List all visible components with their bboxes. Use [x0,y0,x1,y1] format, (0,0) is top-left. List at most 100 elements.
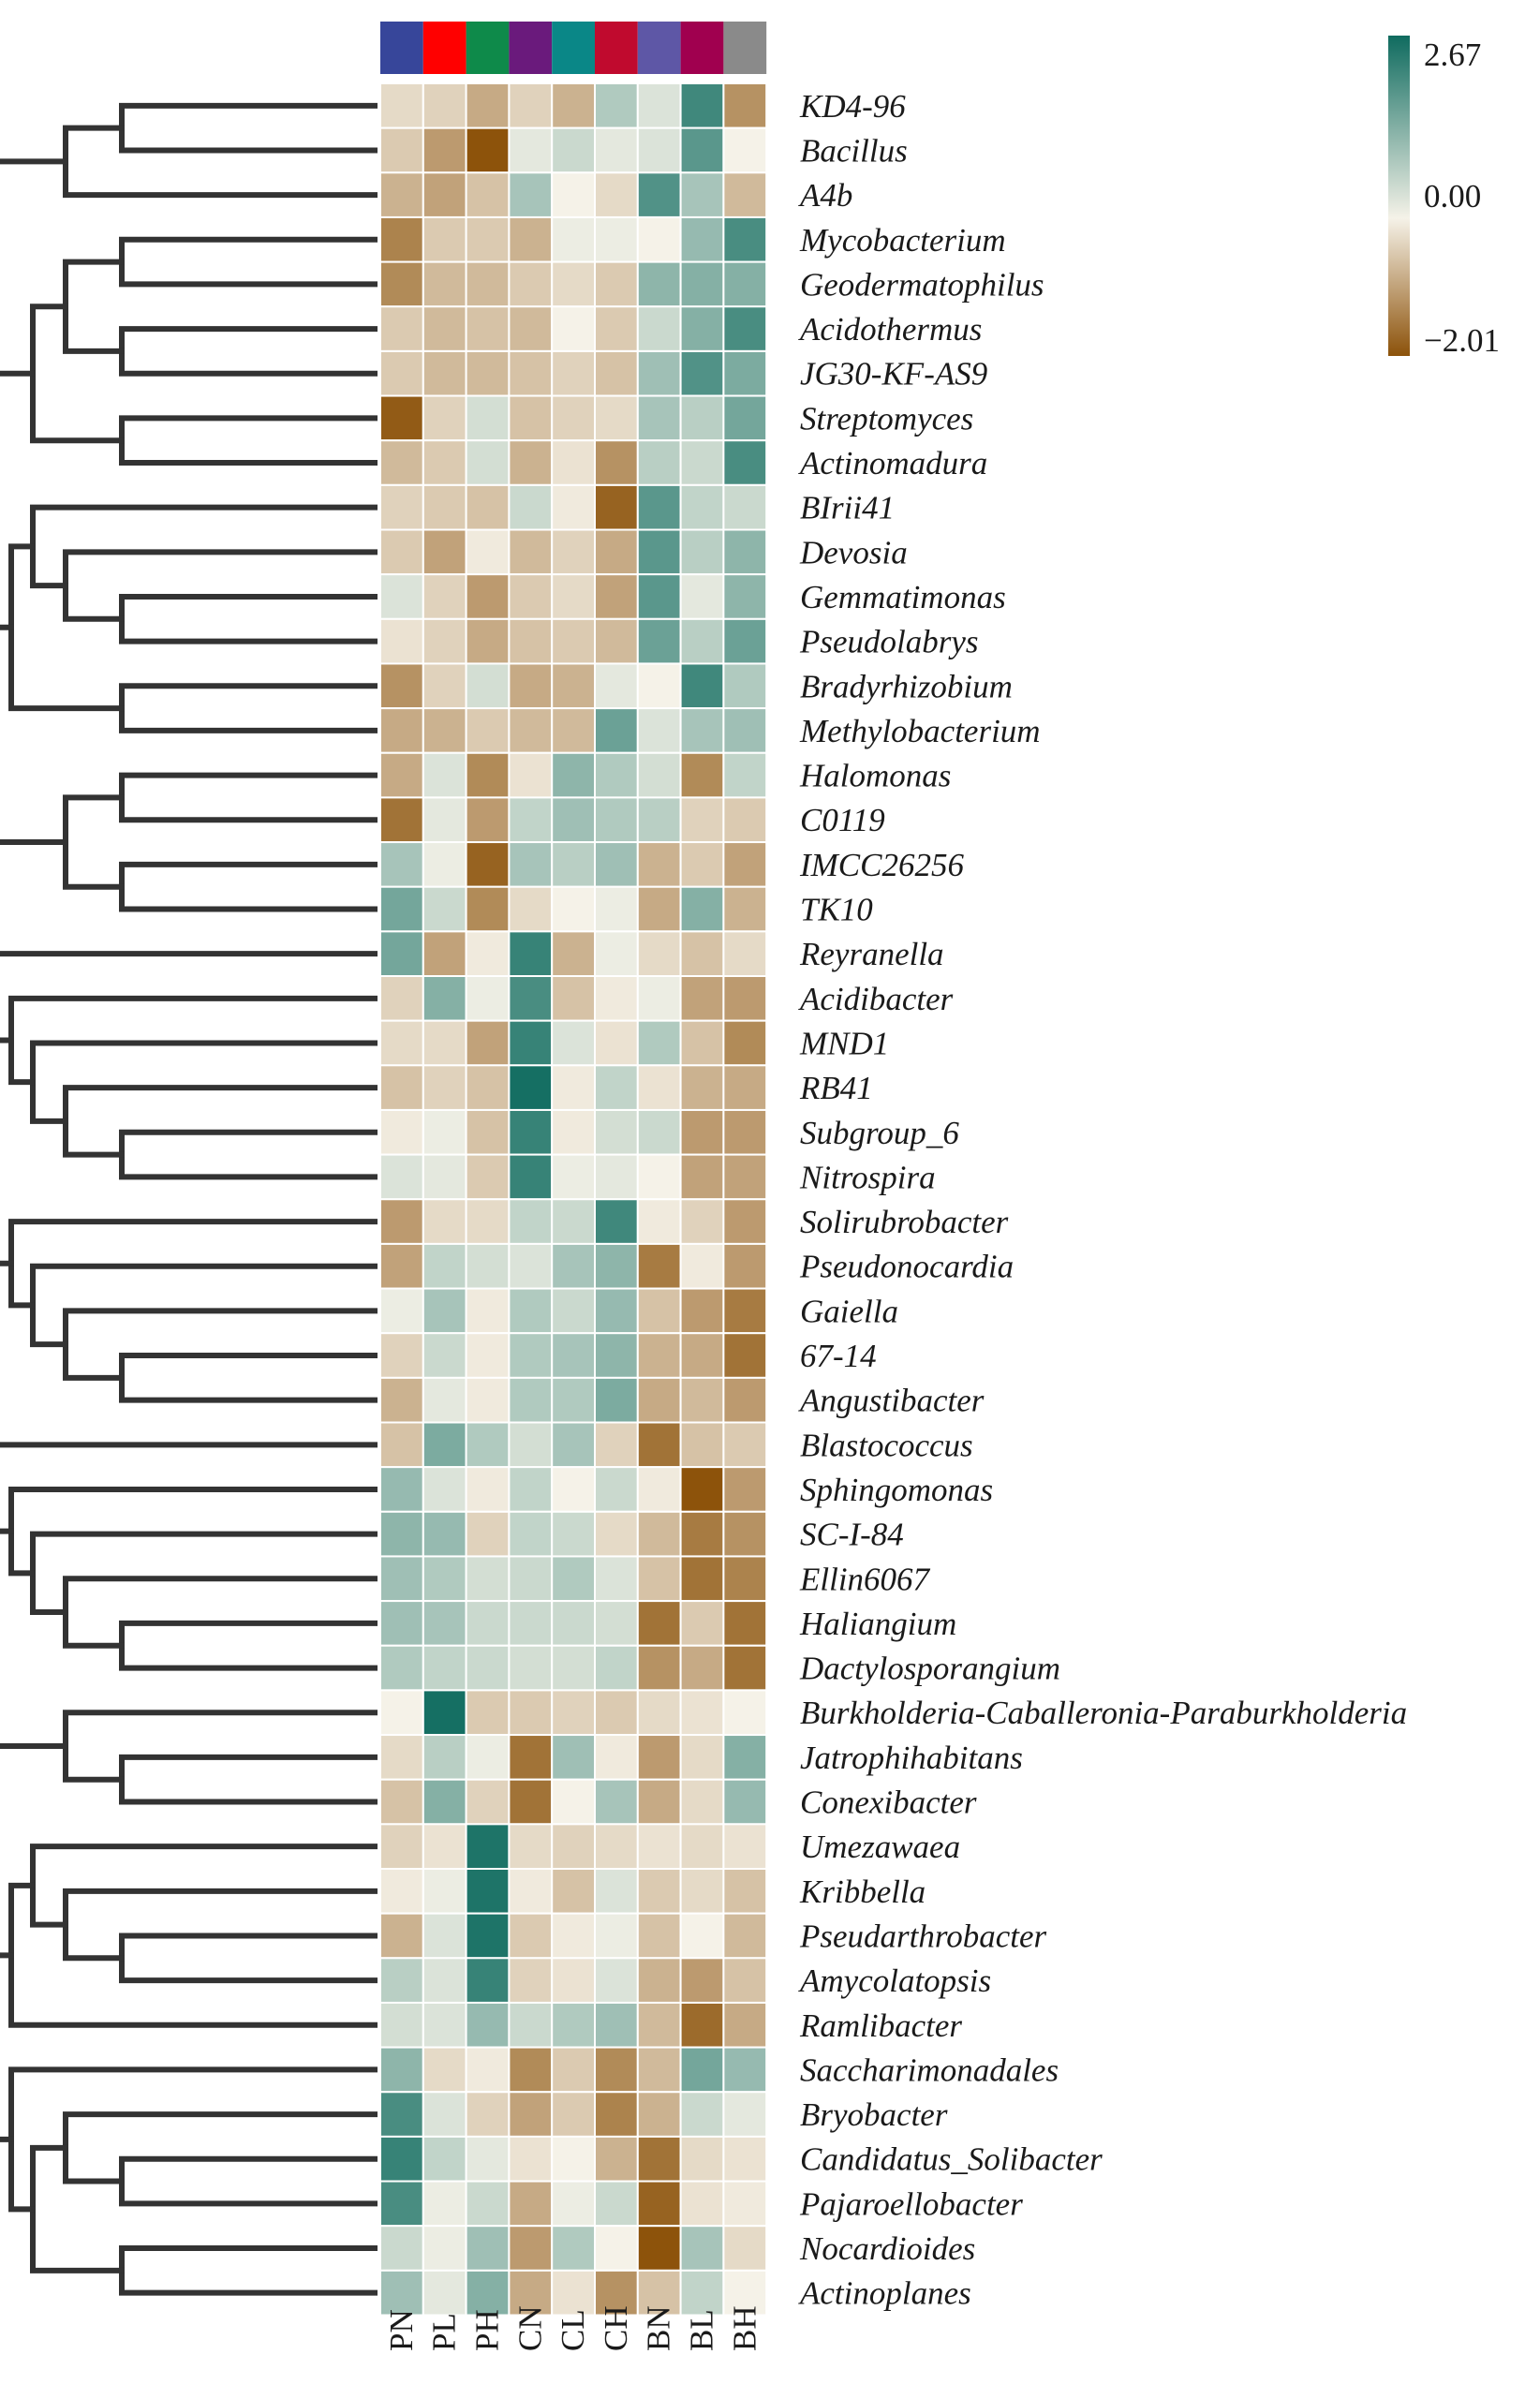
heatmap-cell [636,1332,682,1379]
heatmap-cell [551,1198,597,1245]
heatmap-cell [594,573,639,620]
heatmap-cell [422,1823,467,1870]
heatmap-cell [508,930,554,977]
heatmap-cell [551,751,597,799]
heatmap-cell [379,305,424,352]
heatmap-cell [636,796,682,844]
row-label: Burkholderia-Caballeronia-Paraburkholder… [800,1695,1407,1731]
heatmap-cell [422,1600,467,1647]
heatmap-cell [379,707,424,754]
row-label: Methylobacterium [799,713,1041,749]
heatmap-cell [636,707,682,754]
heatmap-cell [508,2180,554,2228]
heatmap-cell [636,2001,682,2049]
heatmap-cell [422,1644,467,1692]
heatmap-cell [551,617,597,665]
group-color-PN [380,22,423,74]
row-label: C0119 [800,802,885,838]
heatmap-cell [722,796,768,844]
row-label: Kribbella [799,1873,925,1910]
heatmap-cell [636,617,682,665]
row-label: Umezawaea [800,1829,960,1865]
heatmap-cell [679,171,725,218]
heatmap-cell [679,2046,725,2094]
group-color-BL [680,22,724,74]
row-label: Blastococcus [800,1427,973,1463]
dendrogram-branch [63,794,125,890]
heatmap-cell [636,2046,682,2094]
heatmap-cell [465,215,511,263]
dendrogram-branch [0,158,68,165]
heatmap-cell [551,305,597,352]
row-label: Bacillus [800,132,908,169]
heatmap-cell [508,2091,554,2138]
heatmap-cell [722,1734,768,1781]
heatmap-cell [551,2180,597,2228]
group-color-CN [509,22,553,74]
heatmap-cell [722,1287,768,1335]
heatmap-cell [465,1153,511,1201]
heatmap-cell [679,617,725,665]
heatmap-cell [636,439,682,486]
heatmap-cell [594,885,639,933]
heatmap-cell [508,751,554,799]
heatmap-cell [465,1734,511,1781]
dendrogram-branch [0,370,36,630]
heatmap-cell [594,841,639,888]
row-label: Angustibacter [798,1383,985,1419]
heatmap-cell [508,82,554,129]
dendrogram-branch [63,1308,378,1381]
heatmap-cell [379,2091,424,2138]
heatmap-cell [594,1466,639,1513]
heatmap-cell [508,2001,554,2049]
heatmap-cell [379,260,424,308]
heatmap-cell [508,1421,554,1469]
heatmap-cell [508,1868,554,1915]
row-label: Ellin6067 [799,1561,931,1597]
column-group-color-bar [380,22,767,74]
heatmap-cell [636,2225,682,2272]
column-label: BN [641,2305,677,2351]
heatmap-cell [679,975,725,1022]
heatmap-cell [594,1153,639,1201]
heatmap-cell [422,1242,467,1290]
row-label: Nitrospira [799,1159,936,1195]
heatmap-cell [722,841,768,888]
heatmap-cell [422,1778,467,1826]
row-label: Gemmatimonas [800,579,1006,615]
row-label: Conexibacter [800,1784,977,1821]
heatmap-cell [679,1332,725,1379]
heatmap-cell [594,1242,639,1290]
heatmap-cell [379,1019,424,1067]
heatmap-cell [422,930,467,977]
heatmap-cell [465,1332,511,1379]
heatmap-cell [594,126,639,174]
row-labels: KD4-96 Bacillus A4b Mycobacterium Geodermato… [798,88,1407,2312]
heatmap-cell [551,1734,597,1781]
heatmap-cell [465,394,511,442]
dendrogram-branch [0,1742,68,1749]
heatmap-cell [508,1019,554,1067]
heatmap-cell [465,617,511,665]
row-label: IMCC26256 [799,847,965,883]
heatmap-cell [551,1823,597,1870]
heatmap-cell [422,171,467,218]
heatmap-cell [679,1108,725,1156]
heatmap-cell [636,1644,682,1692]
heatmap-cell [636,1778,682,1826]
row-label: Amycolatopsis [798,1962,991,1999]
heatmap-cell [679,260,725,308]
heatmap-cell [551,1644,597,1692]
heatmap-cell [551,707,597,754]
row-label: KD4-96 [799,88,906,125]
heatmap-cell [379,1242,424,1290]
heatmap-cell [508,1778,554,1826]
heatmap-cell [594,1957,639,2004]
heatmap-cell [379,662,424,710]
heatmap-cell [679,1153,725,1201]
row-label: Devosia [799,534,908,570]
column-label: CH [598,2305,634,2351]
dendrogram-branch [119,683,378,733]
heatmap-cell [636,885,682,933]
heatmap-cell [465,2180,511,2228]
